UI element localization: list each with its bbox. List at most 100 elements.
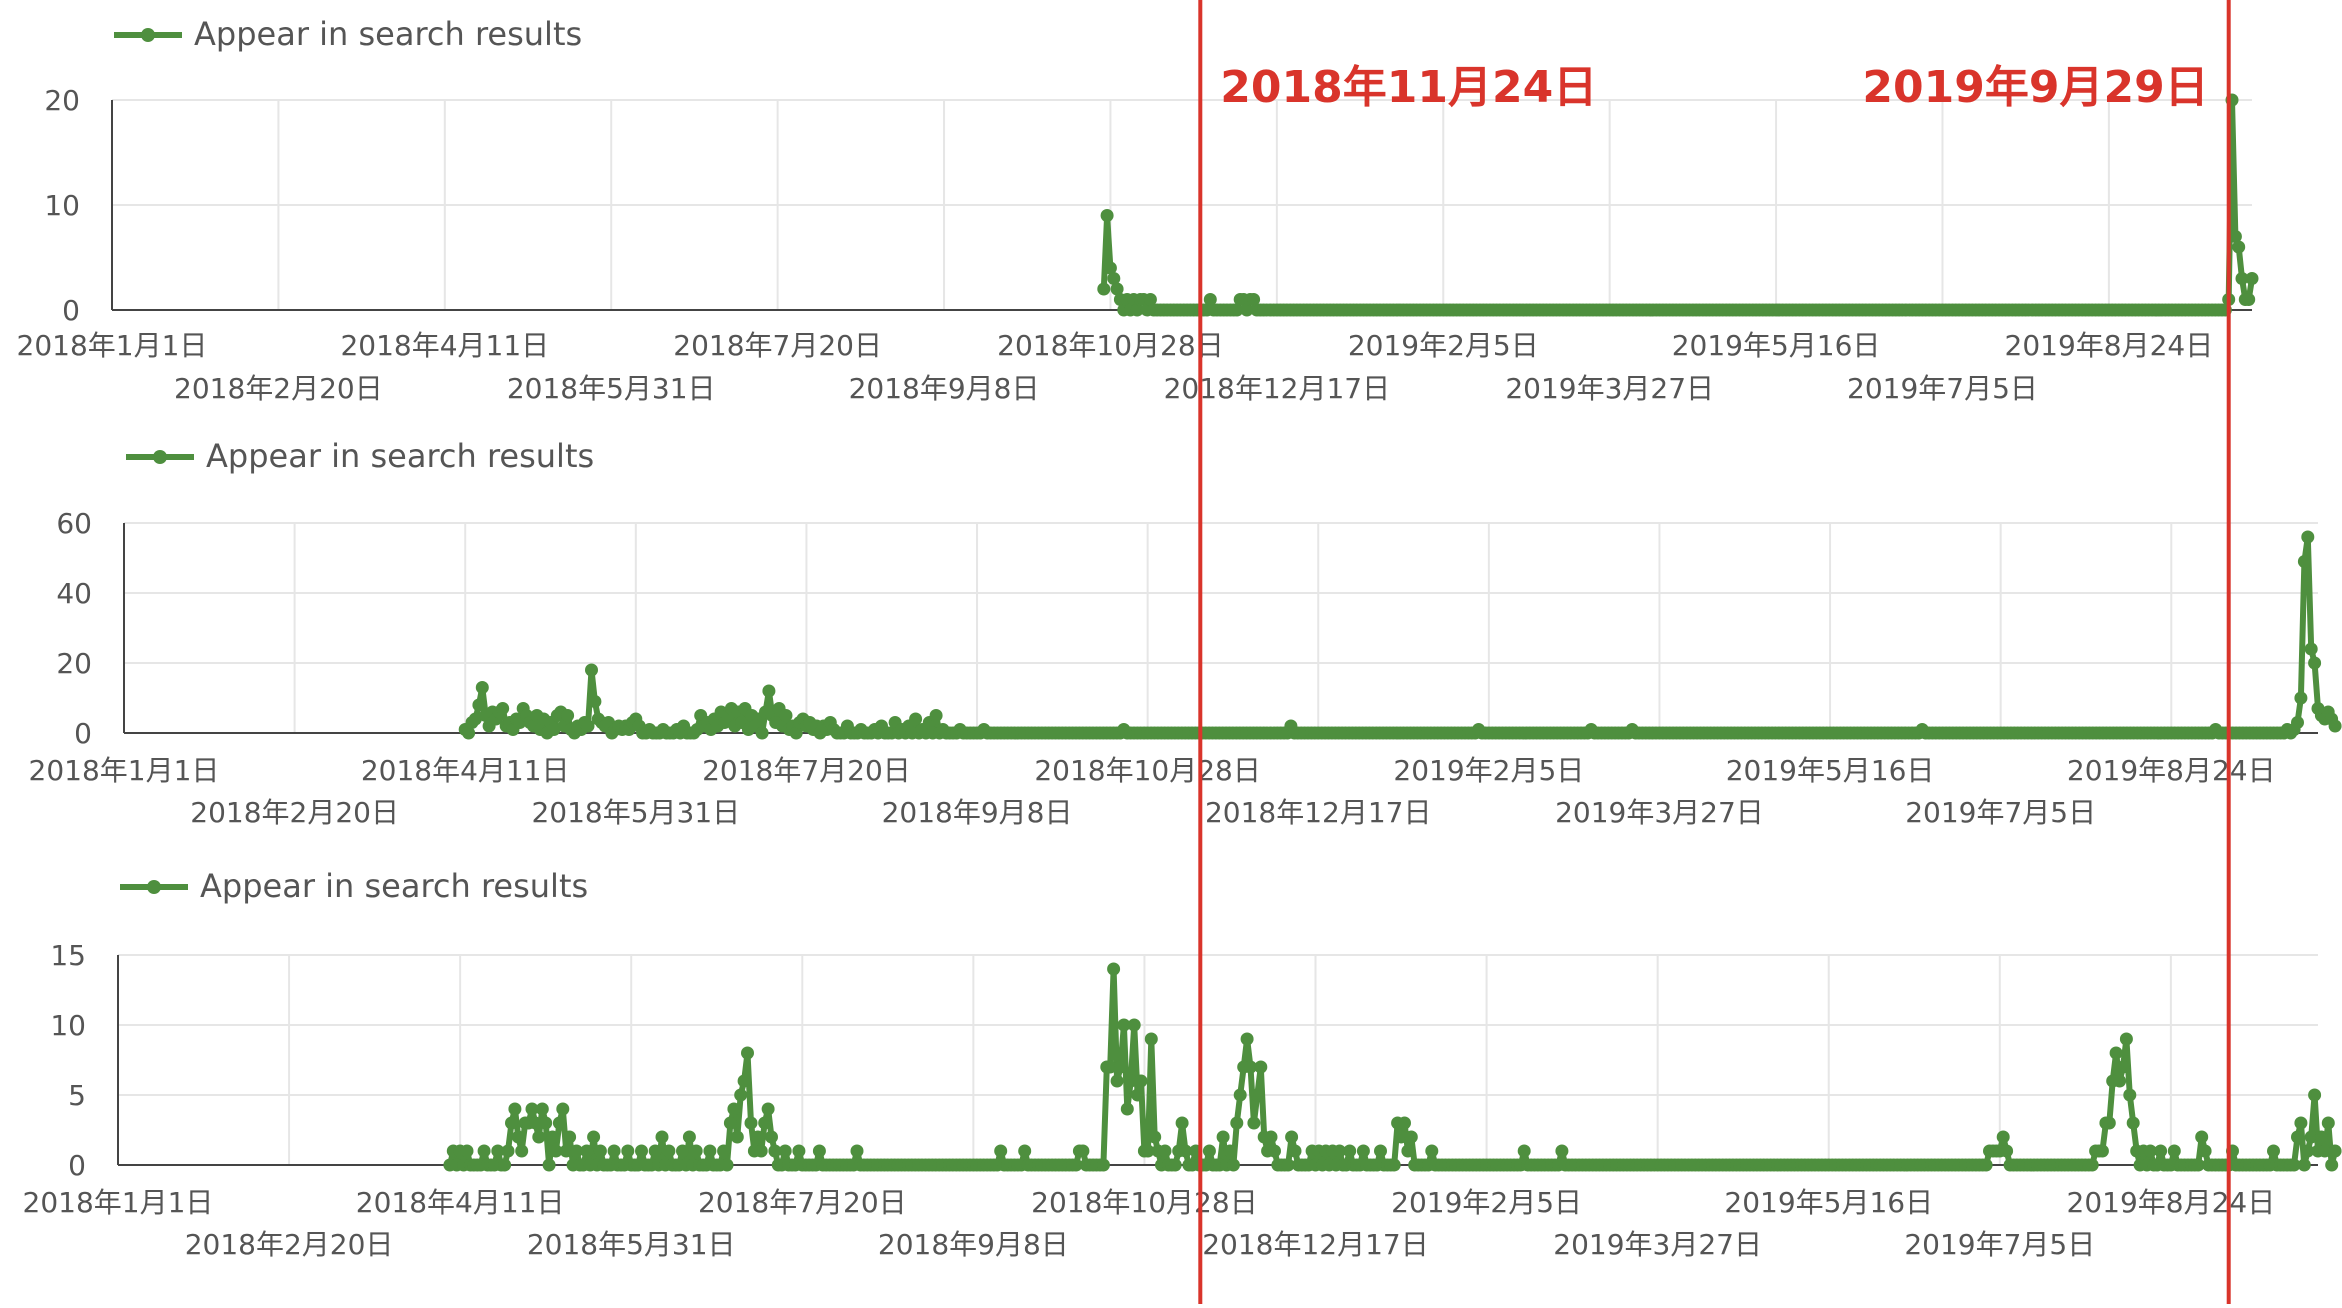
legend-marker — [141, 28, 155, 42]
data-point — [2246, 272, 2259, 285]
legend-label: Appear in search results — [200, 867, 588, 905]
x-tick-label: 2018年2月20日 — [174, 372, 383, 405]
x-tick-label: 2019年2月5日 — [1391, 1186, 1582, 1219]
data-point — [727, 1103, 740, 1116]
x-tick-label: 2019年7月5日 — [1905, 796, 2096, 829]
x-tick-label: 2018年1月1日 — [23, 1186, 214, 1219]
data-point — [2000, 1145, 2013, 1158]
data-point — [1374, 1145, 1387, 1158]
x-tick-label: 2018年2月20日 — [190, 796, 399, 829]
data-point — [2322, 1117, 2335, 1130]
data-point — [1148, 1131, 1161, 1144]
data-point — [2308, 1089, 2321, 1102]
x-tick-label: 2018年10月28日 — [997, 329, 1224, 362]
data-point — [2199, 1145, 2212, 1158]
data-point — [2168, 1145, 2181, 1158]
x-tick-label: 2018年7月20日 — [702, 754, 911, 787]
x-tick-label: 2018年4月11日 — [356, 1186, 565, 1219]
data-point — [1131, 1089, 1144, 1102]
data-point — [1398, 1117, 1411, 1130]
data-point — [505, 1117, 518, 1130]
x-tick-label: 2019年8月24日 — [2005, 329, 2214, 362]
y-tick-label: 0 — [74, 717, 92, 750]
data-point — [1997, 1131, 2010, 1144]
data-point — [2127, 1117, 2140, 1130]
data-point — [1135, 1075, 1148, 1088]
x-tick-label: 2018年9月8日 — [849, 372, 1040, 405]
data-point — [594, 1145, 607, 1158]
data-point — [1128, 1019, 1141, 1032]
data-point — [656, 1131, 669, 1144]
data-point — [496, 702, 509, 715]
data-point — [508, 1103, 521, 1116]
legend: Appear in search results — [126, 437, 594, 475]
data-point — [813, 1145, 826, 1158]
x-tick-label: 2019年5月16日 — [1724, 1186, 1933, 1219]
data-point — [2298, 555, 2311, 568]
x-tick-label: 2018年12月17日 — [1164, 372, 1391, 405]
data-point — [515, 1145, 528, 1158]
data-point — [2110, 1047, 2123, 1060]
x-tick-label: 2018年7月20日 — [698, 1186, 907, 1219]
data-point — [546, 1131, 559, 1144]
data-point — [690, 1145, 703, 1158]
data-point — [1268, 1145, 1281, 1158]
data-point — [1145, 1033, 1158, 1046]
data-point — [676, 1145, 689, 1158]
annotations: 2018年11月24日 2019年9月29日 — [1200, 0, 2228, 1304]
data-point — [756, 727, 769, 740]
data-point — [2325, 1159, 2338, 1172]
x-tick-label: 2018年4月11日 — [361, 754, 570, 787]
data-point — [2117, 1061, 2130, 1074]
data-point — [738, 1075, 751, 1088]
legend: Appear in search results — [120, 867, 588, 905]
data-point — [588, 695, 601, 708]
legend-label: Appear in search results — [206, 437, 594, 475]
data-point — [2291, 716, 2304, 729]
data-point — [476, 681, 489, 694]
data-point — [2154, 1145, 2167, 1158]
y-tick-label: 60 — [56, 507, 92, 540]
data-point — [1265, 1131, 1278, 1144]
x-tick-label: 2018年1月1日 — [29, 754, 220, 787]
data-point — [1388, 1159, 1401, 1172]
data-point — [635, 1145, 648, 1158]
x-tick-label: 2019年5月16日 — [1672, 329, 1881, 362]
data-point — [1357, 1145, 1370, 1158]
data-point — [2232, 241, 2245, 254]
annotation-label: 2018年11月24日 — [1220, 62, 1597, 113]
y-tick-label: 40 — [56, 577, 92, 610]
x-tick-label: 2018年10月28日 — [1034, 754, 1261, 787]
data-point — [930, 709, 943, 722]
data-point — [1425, 1145, 1438, 1158]
data-point — [1401, 1145, 1414, 1158]
data-point — [512, 1131, 525, 1144]
data-point — [745, 1117, 758, 1130]
data-point — [563, 1131, 576, 1144]
data-point — [994, 1145, 1007, 1158]
data-point — [561, 709, 574, 722]
data-point — [1217, 1131, 1230, 1144]
data-point — [741, 1047, 754, 1060]
data-point — [751, 1131, 764, 1144]
data-point — [2305, 643, 2318, 656]
data-point — [1159, 1145, 1172, 1158]
chart-panel-2: 02040602018年1月1日2018年2月20日2018年4月11日2018… — [29, 437, 2342, 829]
data-point — [2086, 1159, 2099, 1172]
data-point — [792, 1145, 805, 1158]
data-point — [717, 1145, 730, 1158]
x-tick-label: 2019年7月5日 — [1904, 1228, 2095, 1261]
data-point — [498, 1159, 511, 1172]
x-tick-label: 2018年5月31日 — [507, 372, 716, 405]
data-point — [556, 1103, 569, 1116]
data-point — [2294, 1117, 2307, 1130]
data-point — [621, 1145, 634, 1158]
data-point — [779, 1145, 792, 1158]
data-point — [1343, 1145, 1356, 1158]
data-point — [683, 1131, 696, 1144]
data-point — [734, 1089, 747, 1102]
x-tick-label: 2019年2月5日 — [1348, 329, 1539, 362]
data-point — [755, 1145, 768, 1158]
data-point — [1121, 1103, 1134, 1116]
data-point — [758, 1117, 771, 1130]
